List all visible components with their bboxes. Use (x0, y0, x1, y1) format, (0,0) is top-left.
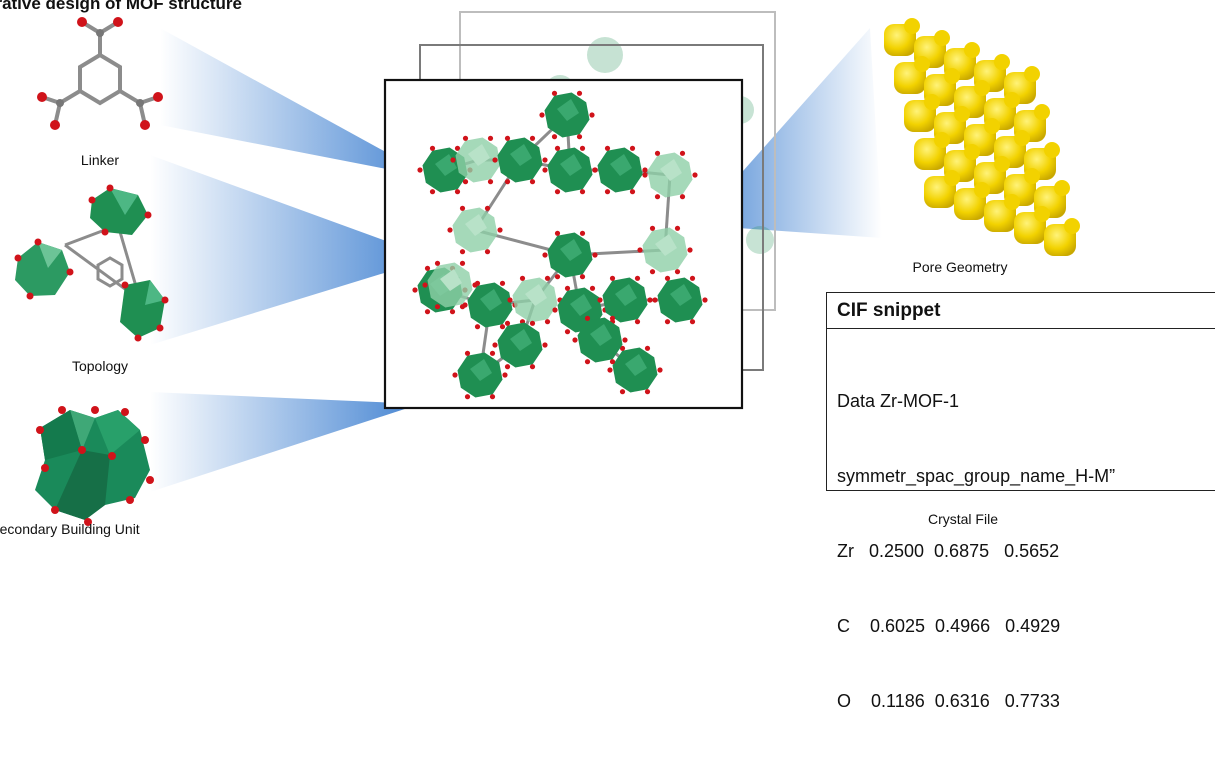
sbu-cluster (35, 406, 154, 526)
cif-body: Data Zr-MOF-1 symmetr_spac_group_name_H-… (827, 329, 1215, 764)
pore-knob (1004, 92, 1020, 108)
linker-caption: Linker (80, 152, 120, 168)
metal-cluster (542, 230, 598, 280)
pore-knob (934, 132, 950, 148)
pore-knob (1054, 180, 1070, 196)
metal-cluster (542, 145, 598, 195)
pore-geometry (884, 18, 1080, 256)
pore-knob (974, 182, 990, 198)
pore-knob (994, 156, 1010, 172)
metal-cluster (572, 315, 628, 365)
crystal-file-caption: Crystal File (927, 511, 998, 527)
cif-line-c: C 0.6025 0.4966 0.4929 (837, 616, 1061, 636)
linker-molecule (40, 20, 160, 127)
metal-cluster (492, 135, 548, 185)
cif-line-data: Data Zr-MOF-1 (837, 391, 960, 411)
pore-knob (944, 68, 960, 84)
cif-line-symmetry: symmetr_spac_group_name_H-M” (837, 466, 1116, 486)
pore-knob (944, 170, 960, 186)
topology-cluster (14, 184, 169, 342)
metal-cluster (507, 275, 563, 325)
pore-knob (1034, 104, 1050, 120)
pore-knob (904, 18, 920, 34)
pore-knob (974, 80, 990, 96)
metal-cluster (592, 145, 648, 195)
mof-structure (412, 90, 708, 400)
pore-knob (1024, 66, 1040, 82)
beam-linker (160, 28, 433, 178)
metal-cluster (462, 280, 518, 330)
pore-knob (984, 118, 1000, 134)
metal-cluster (492, 320, 548, 370)
metal-cluster (597, 275, 653, 325)
metal-cluster (452, 350, 508, 400)
pore-knob (914, 56, 930, 72)
pore-knob (964, 42, 980, 58)
metal-cluster (637, 225, 693, 275)
pore-knob (1034, 206, 1050, 222)
cif-line-o: O 0.1186 0.6316 0.7733 (837, 691, 1060, 711)
metal-cluster (447, 205, 503, 255)
topology-caption: Topology (71, 358, 129, 374)
cif-line-zr: Zr 0.2500 0.6875 0.5652 (837, 541, 1060, 561)
pore-knob (1004, 194, 1020, 210)
metal-cluster (607, 345, 663, 395)
cif-header: CIF snippet (827, 293, 1215, 329)
metal-cluster (450, 135, 506, 185)
metal-cluster (642, 150, 698, 200)
pore-knob (1014, 130, 1030, 146)
beam-topology (150, 155, 433, 345)
pore-knob (934, 30, 950, 46)
metal-cluster (422, 260, 478, 310)
mof-design-scene (14, 11, 1080, 526)
cif-snippet-box: CIF snippet Data Zr-MOF-1 symmetr_spac_g… (826, 292, 1215, 711)
beam-sbu (150, 392, 420, 492)
pore-caption: Pore Geometry (912, 259, 1008, 275)
pore-knob (1064, 218, 1080, 234)
sbu-caption: Secondary Building Unit (0, 521, 140, 537)
metal-cluster (539, 90, 595, 140)
metal-cluster (652, 275, 708, 325)
pore-knob (1024, 168, 1040, 184)
linker-atoms (37, 17, 163, 130)
pore-knob (954, 106, 970, 122)
pore-knob (964, 144, 980, 160)
pore-knob (994, 54, 1010, 70)
pore-knob (1044, 142, 1060, 158)
pore-knob (924, 94, 940, 110)
figure-title: erative design of MOF structure (0, 0, 242, 13)
